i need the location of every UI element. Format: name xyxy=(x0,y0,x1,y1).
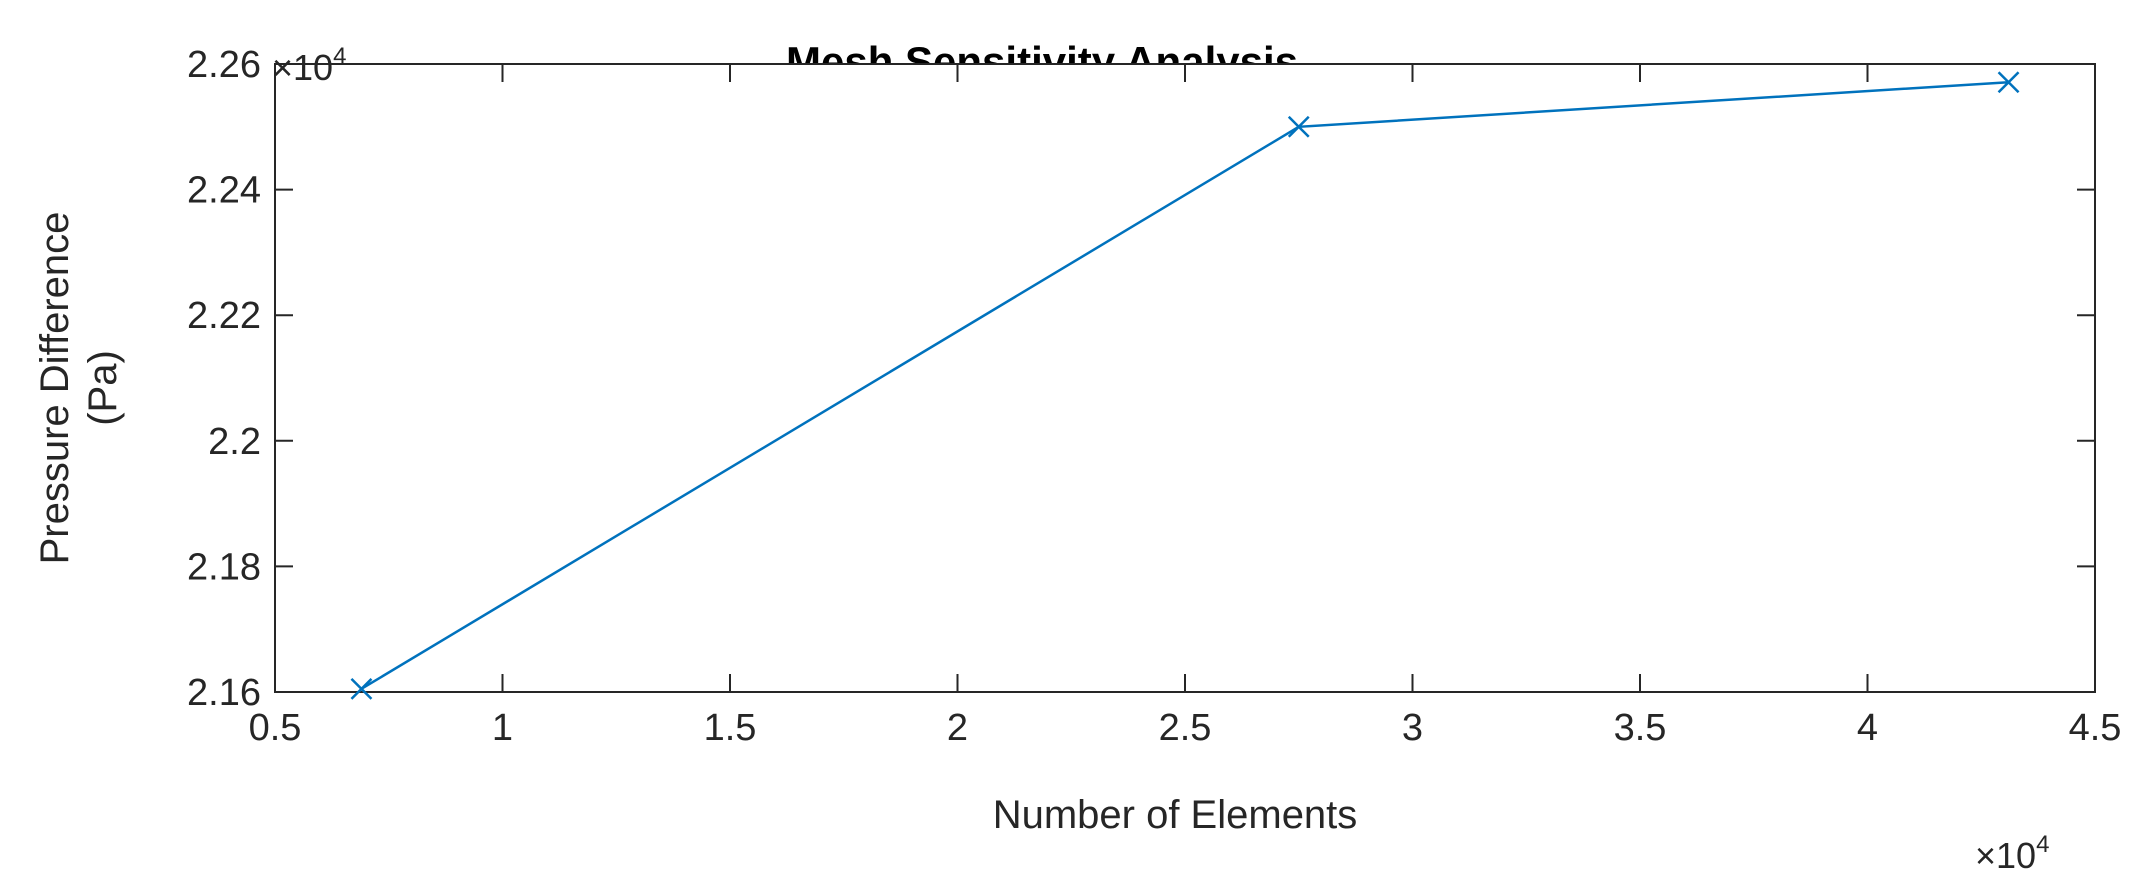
data-point-marker xyxy=(1287,115,1310,138)
y-axis-multiplier-exponent: 4 xyxy=(333,43,346,70)
x-axis-title: Number of Elements xyxy=(993,793,1358,837)
x-tick-label: 3 xyxy=(1402,707,1423,749)
x-tick-label: 2 xyxy=(947,707,968,749)
y-axis-multiplier: ×104 xyxy=(272,43,346,88)
plot-area xyxy=(275,64,2095,692)
x-axis-ticks: 0.5 1 1.5 2 2.5 3 3.5 4 4.5 xyxy=(249,64,2122,749)
y-axis-ticks: 2.16 2.18 2.2 2.22 2.24 2.26 xyxy=(187,44,2095,714)
y-tick-label: 2.26 xyxy=(187,44,261,86)
x-tick-label: 3.5 xyxy=(1614,707,1667,749)
x-axis-multiplier: ×104 xyxy=(1975,831,2049,873)
x-tick-label: 4 xyxy=(1857,707,1878,749)
data-point-marker xyxy=(1997,71,2020,94)
marker-stroke xyxy=(1287,115,1310,138)
x-tick-label: 0.5 xyxy=(249,707,302,749)
x-tick-label: 1.5 xyxy=(704,707,757,749)
x-axis-multiplier-base: ×10 xyxy=(1975,835,2036,873)
y-tick-label: 2.16 xyxy=(187,672,261,714)
x-axis-multiplier-exponent: 4 xyxy=(2036,831,2049,858)
data-point-marker xyxy=(350,677,373,700)
series-group xyxy=(350,71,2020,700)
y-axis-title-line-1: Pressure Difference xyxy=(33,212,77,565)
x-tick-label: 4.5 xyxy=(2069,707,2122,749)
y-tick-label: 2.24 xyxy=(187,170,261,212)
x-tick-label: 2.5 xyxy=(1159,707,1212,749)
y-tick-label: 2.2 xyxy=(208,421,261,463)
y-axis-title-line-2: (Pa) xyxy=(81,350,125,426)
y-tick-label: 2.22 xyxy=(187,295,261,337)
marker-stroke xyxy=(350,677,373,700)
y-axis-multiplier-base: ×10 xyxy=(272,47,333,88)
x-tick-label: 1 xyxy=(492,707,513,749)
y-tick-label: 2.18 xyxy=(187,546,261,588)
marker-stroke xyxy=(1997,71,2020,94)
